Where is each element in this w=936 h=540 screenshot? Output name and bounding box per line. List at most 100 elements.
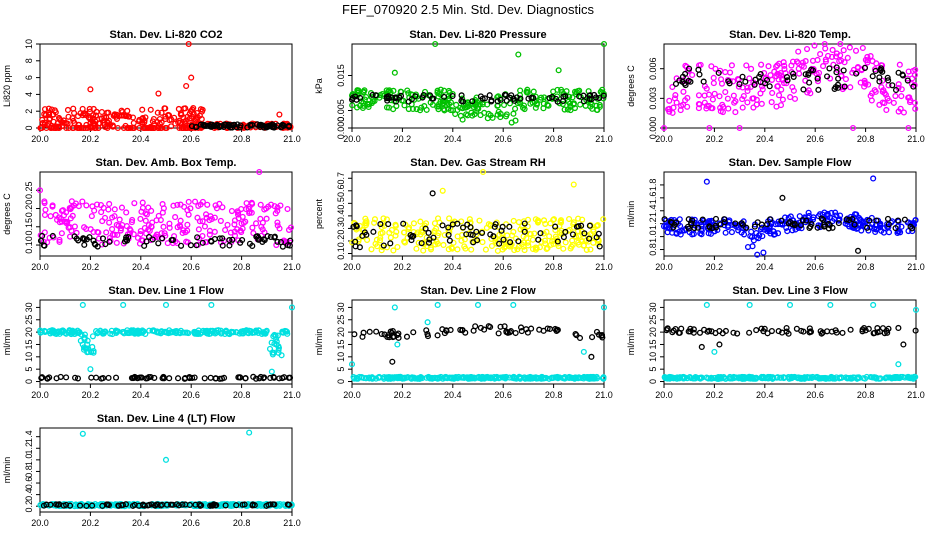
data-point xyxy=(489,114,496,121)
y-tick-label: 0.10 xyxy=(24,236,34,254)
data-point xyxy=(767,374,774,381)
data-point xyxy=(115,502,122,509)
data-point xyxy=(37,124,44,132)
data-point xyxy=(430,95,437,102)
data-point xyxy=(725,105,732,112)
data-point xyxy=(105,501,112,509)
data-point xyxy=(482,246,489,253)
plot-frame xyxy=(39,299,293,385)
data-point xyxy=(470,327,477,334)
data-point xyxy=(562,239,569,246)
data-point xyxy=(824,73,831,80)
data-point xyxy=(364,236,371,244)
data-point xyxy=(596,95,603,102)
data-point xyxy=(774,374,781,381)
data-point xyxy=(727,69,734,76)
data-point xyxy=(105,374,112,381)
outlier-point xyxy=(424,319,431,326)
data-point xyxy=(422,225,429,232)
data-point xyxy=(348,96,356,103)
data-point xyxy=(557,219,565,226)
outlier-point xyxy=(754,251,761,258)
data-point xyxy=(763,77,771,84)
data-point xyxy=(530,88,537,95)
data-point xyxy=(678,102,685,109)
data-point xyxy=(174,201,181,208)
data-point xyxy=(789,58,797,65)
data-point xyxy=(844,375,851,382)
outlier-point xyxy=(474,301,482,308)
data-point xyxy=(853,70,860,77)
data-point xyxy=(454,246,461,253)
data-point xyxy=(119,328,126,336)
data-point xyxy=(757,71,764,78)
y-tick-label: 0.8 xyxy=(648,243,658,256)
data-point xyxy=(378,330,385,338)
data-point xyxy=(724,95,731,102)
outlier-point xyxy=(183,82,190,90)
data-point xyxy=(446,89,453,96)
outlier-point xyxy=(746,301,753,308)
data-point xyxy=(356,244,363,251)
data-point xyxy=(359,333,366,340)
data-point xyxy=(758,61,765,68)
data-point xyxy=(84,337,91,344)
y-tick-label: 15 xyxy=(648,339,658,349)
data-point xyxy=(585,374,592,381)
outlier-point xyxy=(162,301,170,308)
outlier-point xyxy=(849,124,857,132)
data-point xyxy=(840,67,847,74)
data-point xyxy=(479,229,486,236)
data-point xyxy=(744,99,751,106)
data-point xyxy=(206,217,213,224)
x-tick-label: 20.4 xyxy=(132,134,150,144)
data-point xyxy=(353,375,360,382)
x-tick-label: 21.0 xyxy=(595,262,613,272)
data-point xyxy=(272,210,279,217)
data-point xyxy=(208,237,215,245)
outlier-point xyxy=(276,111,283,118)
y-tick-label: 15 xyxy=(24,339,34,349)
data-point xyxy=(558,227,565,234)
data-point xyxy=(118,225,125,232)
data-point xyxy=(55,123,62,130)
data-point xyxy=(543,245,550,253)
x-tick-label: 20.4 xyxy=(444,134,462,144)
data-point xyxy=(410,220,417,227)
data-point xyxy=(222,502,229,509)
y-tick-label: 20 xyxy=(648,327,658,337)
data-point xyxy=(174,375,182,382)
data-point xyxy=(569,241,576,249)
data-point xyxy=(785,330,792,337)
data-point xyxy=(791,95,799,102)
data-point xyxy=(884,215,892,222)
data-point xyxy=(47,501,54,508)
data-point xyxy=(718,76,725,83)
data-point xyxy=(858,227,865,234)
x-tick-label: 20.6 xyxy=(806,390,824,400)
data-point xyxy=(872,228,879,236)
data-point xyxy=(273,338,280,345)
data-point xyxy=(114,124,121,132)
data-point xyxy=(75,113,82,120)
data-point xyxy=(129,216,136,224)
data-point xyxy=(736,80,743,88)
data-point xyxy=(688,220,695,227)
data-point xyxy=(260,124,267,131)
data-point xyxy=(814,75,821,82)
data-point xyxy=(155,240,162,247)
plot-frame xyxy=(663,171,917,257)
data-point xyxy=(239,213,246,220)
data-point xyxy=(870,330,877,337)
data-point xyxy=(207,123,214,130)
outlier-point xyxy=(208,301,215,308)
data-point xyxy=(898,93,905,100)
data-point xyxy=(146,233,153,241)
data-point xyxy=(385,221,392,228)
data-point xyxy=(569,231,576,238)
data-point xyxy=(199,198,206,205)
data-point xyxy=(69,115,76,122)
data-point xyxy=(234,226,241,233)
data-point xyxy=(252,220,260,227)
data-point xyxy=(884,74,891,81)
